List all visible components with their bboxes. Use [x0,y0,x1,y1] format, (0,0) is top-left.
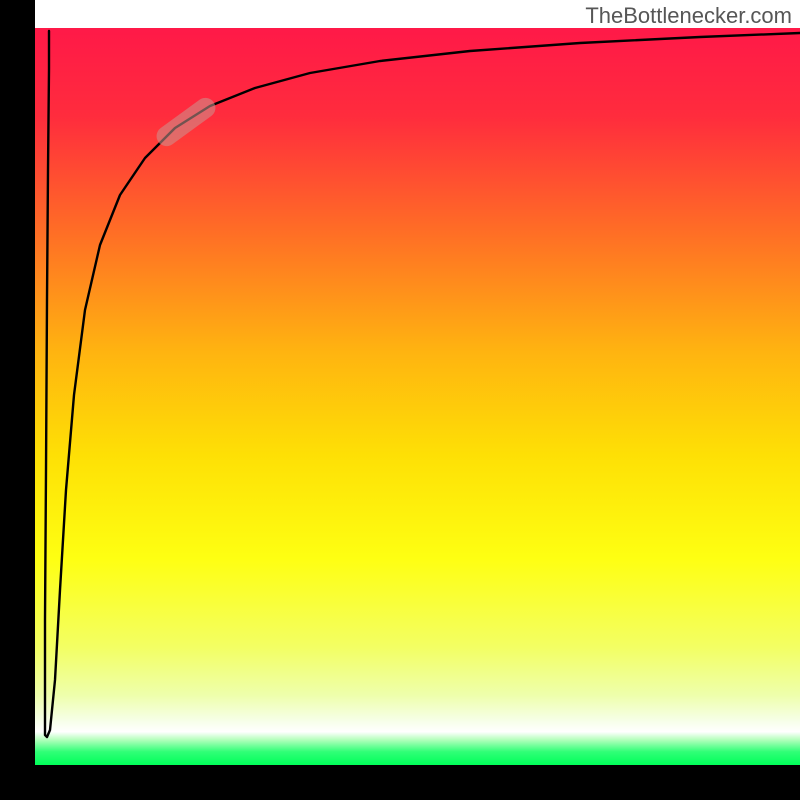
watermark-text: TheBottlenecker.com [585,3,792,29]
curve-marker [153,94,220,150]
curve-layer [0,0,800,800]
chart-frame: TheBottlenecker.com [0,0,800,800]
